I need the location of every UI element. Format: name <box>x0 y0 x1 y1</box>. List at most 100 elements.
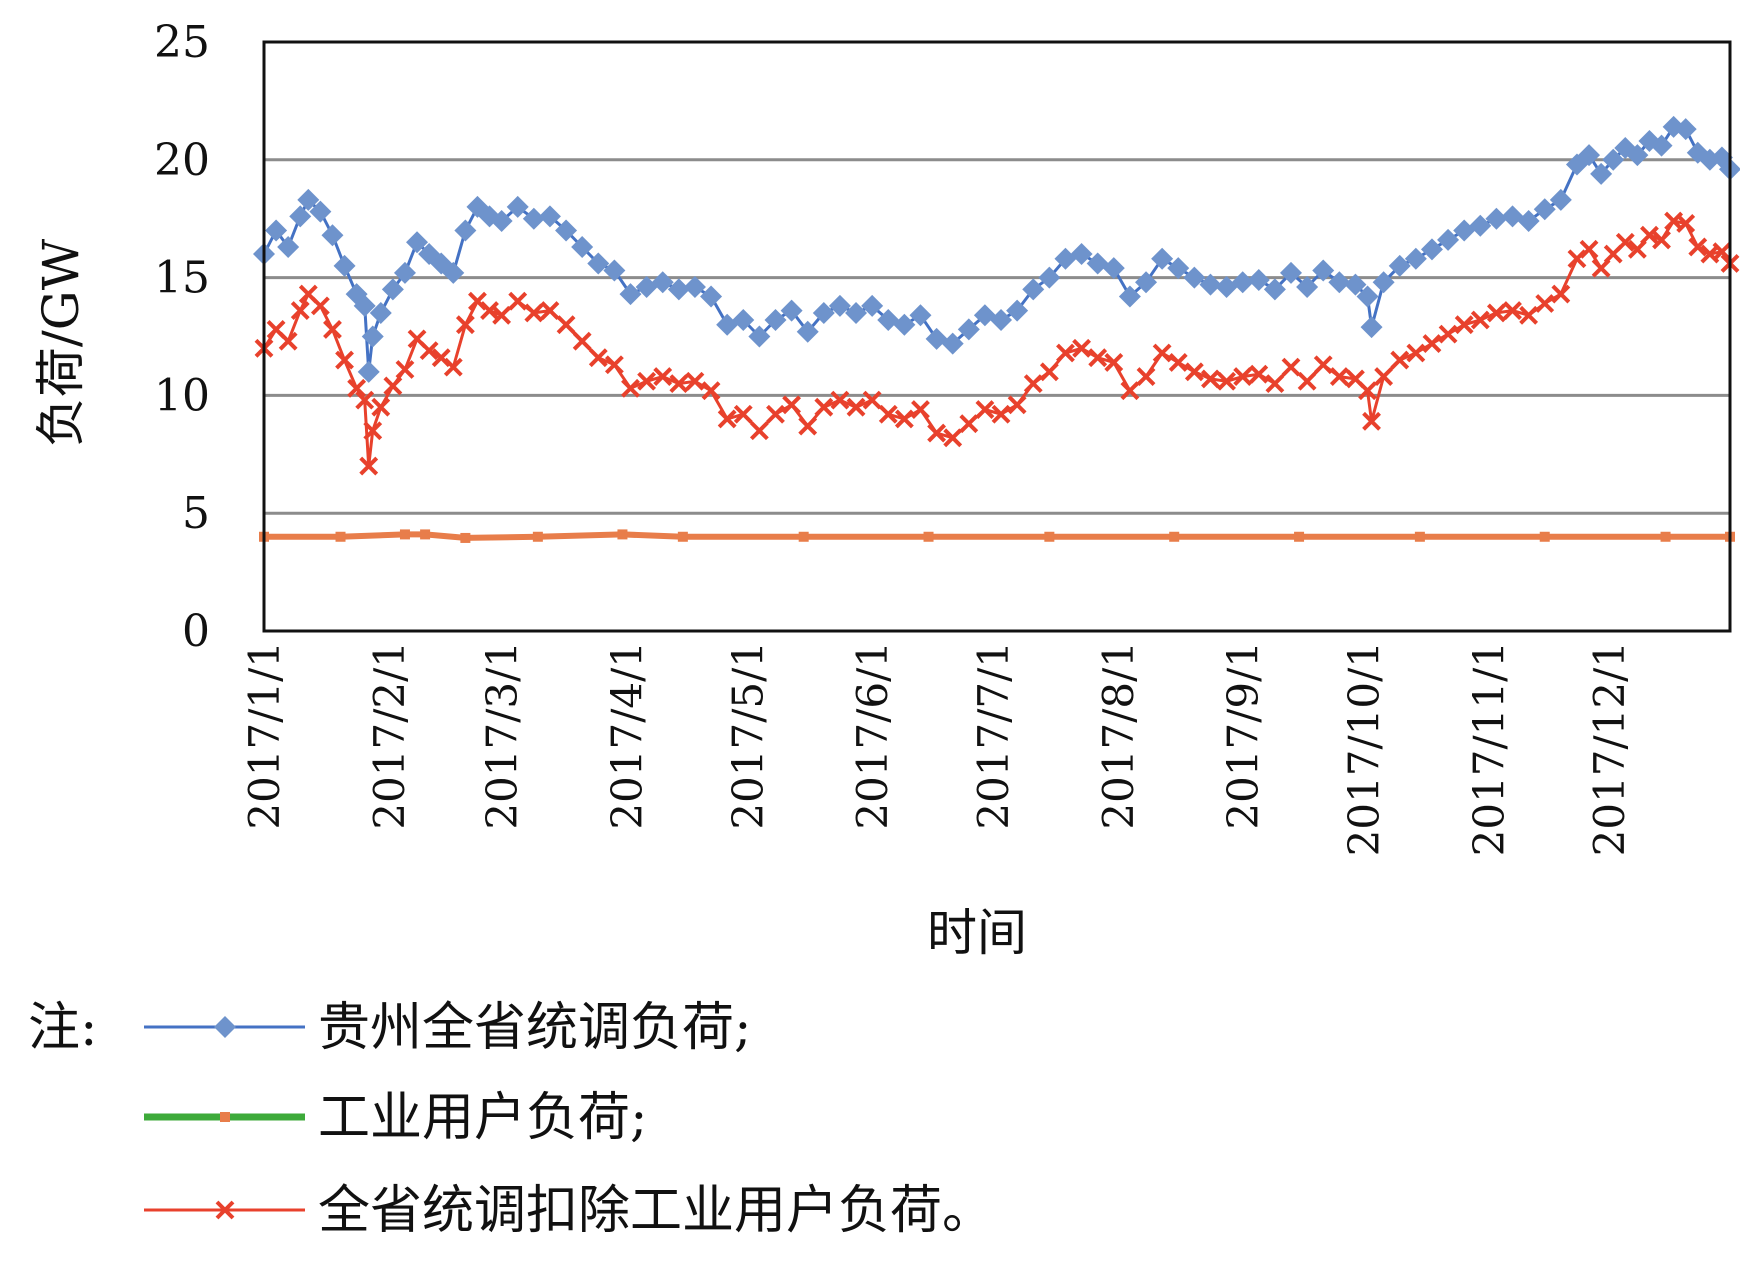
series-total-load-point-19 <box>442 261 465 284</box>
series-industrial-load-point-10 <box>923 531 934 542</box>
y-tick-label-20: 20 <box>154 135 210 186</box>
series-total-load-point-53 <box>973 304 996 327</box>
series-total-load-point-16 <box>406 231 429 254</box>
series-net-load-point-77 <box>1358 381 1377 401</box>
series-total-load-point-84 <box>1453 219 1476 242</box>
series-net-load-point-87 <box>1503 301 1522 320</box>
series-industrial-load-point-11 <box>1044 531 1055 542</box>
gridlines <box>264 158 1730 515</box>
series-net-load-point-85 <box>1470 310 1490 330</box>
series-total-load-point-70 <box>1247 268 1270 291</box>
series-total-load-point-62 <box>1118 285 1141 308</box>
series-net-load-point-31 <box>621 378 640 398</box>
series-net-load-point-48 <box>894 409 914 429</box>
series-net-load-point-45 <box>846 397 866 417</box>
series-net-load-point-72 <box>1281 357 1301 377</box>
series-industrial-load-point-2 <box>335 531 346 542</box>
series-industrial-load-point-3 <box>399 529 410 540</box>
series-net-load-point-36 <box>701 381 721 401</box>
series-net-load-point-30 <box>604 355 624 375</box>
y-tick-label-10: 10 <box>154 370 210 421</box>
series-net-load-point-26 <box>540 301 560 320</box>
series-net-load-point-47 <box>878 404 898 424</box>
series-net-load-point-14 <box>383 376 403 396</box>
series-total-load-point-73 <box>1296 276 1319 299</box>
series-net-load-point-19 <box>443 357 463 377</box>
series-net-load-point-82 <box>1422 334 1442 353</box>
series-total-load-point-66 <box>1183 266 1206 289</box>
legend-item-industrial-load-label: 工业用户负荷; <box>318 1088 648 1148</box>
series-total-load-point-7 <box>321 224 344 247</box>
series-net-load-point-6 <box>310 296 330 316</box>
series-net-load-point-51 <box>943 428 963 448</box>
series-total-load-point-32 <box>635 276 658 299</box>
series-industrial-load-point-12 <box>1169 531 1180 542</box>
series-industrial-load-point-16 <box>1660 531 1671 542</box>
series-total-load-point-31 <box>619 283 642 306</box>
series-industrial-load-point-9 <box>798 531 809 542</box>
series-total-load-point-3 <box>277 235 300 258</box>
x-tick-label-11: 2017/11/1 <box>1464 641 1513 856</box>
series-total-load-point-36 <box>700 285 723 308</box>
series-total-load-point-41 <box>780 299 803 322</box>
series-total-load-line <box>262 125 1732 374</box>
series-total-load-point-63 <box>1135 271 1158 294</box>
series-net-load-point-81 <box>1406 343 1426 363</box>
series-net-load-point-20 <box>455 315 475 335</box>
series-industrial-load-point-6 <box>532 531 543 542</box>
series-net-load-point-73 <box>1297 371 1317 391</box>
x-tick-label-6: 2017/6/1 <box>848 641 897 830</box>
x-tick-label-8: 2017/8/1 <box>1094 641 1143 830</box>
series-total-load-point-83 <box>1437 228 1460 251</box>
x-tick-label-10: 2017/10/1 <box>1340 641 1389 856</box>
series-total-load-point-92 <box>1578 144 1601 167</box>
series-net-load-point-69 <box>1233 367 1253 386</box>
series-net-load-point-56 <box>1023 374 1043 394</box>
series-total-load-point-56 <box>1022 278 1045 301</box>
series-total-load-point-14 <box>381 278 404 301</box>
series-net-load-point-70 <box>1249 364 1269 384</box>
series-total-load-point-52 <box>957 318 980 341</box>
series-net-load-point-59 <box>1072 338 1091 358</box>
series-total-load-point-48 <box>893 313 916 336</box>
y-axis-tick-labels: 0 5 10 15 20 25 <box>154 17 210 657</box>
series-total-load-point-55 <box>1006 299 1029 322</box>
series-total-load-point-10 <box>353 294 376 317</box>
series-net-load-point-38 <box>733 404 753 424</box>
series-total-load-point-37 <box>716 313 739 336</box>
series-total-load-point-58 <box>1054 247 1077 270</box>
series-net-load-point-10 <box>355 390 375 410</box>
series-total-load-point-23 <box>490 210 513 233</box>
series-total-load-point-90 <box>1549 188 1572 211</box>
series-total-load-point-94 <box>1602 148 1625 171</box>
series-total-load-point-38 <box>732 309 755 332</box>
series-total-load-point-49 <box>909 304 932 327</box>
series-net-load-point-103 <box>1712 242 1732 262</box>
x-axis-tick-labels: 2017/1/1 2017/2/1 2017/3/1 2017/4/1 2017/5/1… <box>240 641 1634 856</box>
series-net-load-point-37 <box>717 409 737 429</box>
series-total-load-point-17 <box>418 243 441 266</box>
series-net-load-point-8 <box>335 350 354 370</box>
series-total-load-point-11 <box>357 360 380 383</box>
series-total-load-point-4 <box>289 205 312 228</box>
series-total-load-point-42 <box>796 320 819 343</box>
series-net-load-point-12 <box>363 421 383 441</box>
series-net-load-point-27 <box>556 315 576 335</box>
series-net-load-point-39 <box>749 421 769 441</box>
series-total-load-point-5 <box>297 188 320 211</box>
legend-item-net-load-marker <box>215 1200 235 1220</box>
series-total-load-point-28 <box>571 235 594 258</box>
legend-item-net-load: 全省统调扣除工业用户负荷。 <box>144 1181 994 1241</box>
series-industrial-load-point-4 <box>420 529 431 540</box>
y-tick-label-5: 5 <box>182 488 210 539</box>
series-total-load-point-45 <box>845 301 868 324</box>
series-total-load-point-54 <box>990 309 1013 332</box>
series-net-load-point-55 <box>1007 395 1027 415</box>
series-total-load-point-98 <box>1650 134 1673 157</box>
series-total-load-point-81 <box>1404 247 1427 270</box>
series-total-load-point-34 <box>667 278 690 301</box>
series-net-load-point-3 <box>278 331 298 351</box>
series-net-load-point-15 <box>395 360 415 379</box>
series-net-load-point-90 <box>1551 284 1571 304</box>
series-net-load-point-83 <box>1438 324 1458 344</box>
